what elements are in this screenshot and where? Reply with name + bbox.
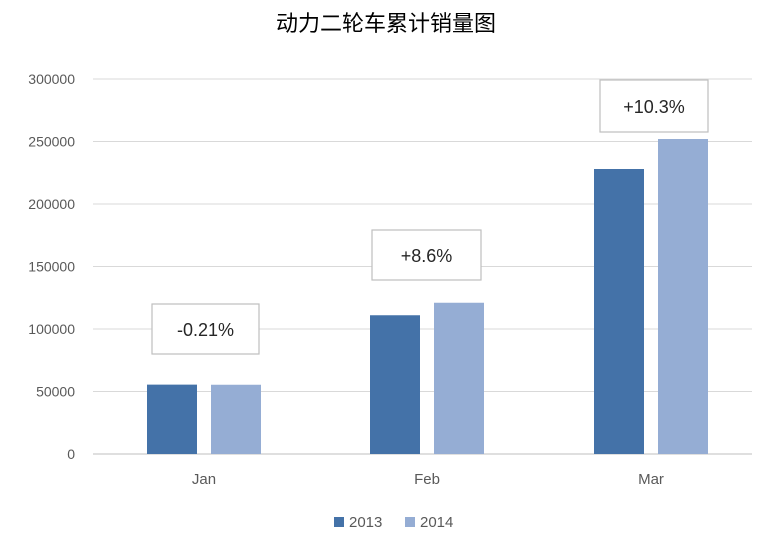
legend-swatch-2013 (334, 517, 344, 527)
x-category-label: Mar (638, 471, 664, 488)
x-category-label: Jan (192, 471, 216, 488)
y-tick-label: 300000 (28, 71, 75, 87)
legend: 2013 2014 (334, 514, 453, 531)
annotation-label: +10.3% (623, 97, 685, 117)
bar-2013-Mar (594, 169, 644, 454)
bar-2013-Feb (370, 315, 420, 454)
y-tick-label: 150000 (28, 259, 75, 275)
annotations: -0.21% +8.6% +10.3% (151, 79, 709, 355)
y-tick-label: 50000 (36, 384, 75, 400)
annotation-label: +8.6% (401, 246, 453, 266)
x-category-label: Feb (414, 471, 440, 488)
y-axis-ticks: 300000 250000 200000 150000 100000 50000 0 (28, 71, 75, 462)
annotation-label: -0.21% (177, 320, 234, 340)
annotation-box (371, 229, 482, 281)
bar-2014-Mar (658, 139, 708, 454)
legend-label-2013: 2013 (349, 514, 382, 531)
chart-title: 动力二轮车累计销量图 (276, 12, 496, 37)
bar-2014-Jan (211, 384, 261, 454)
y-tick-label: 100000 (28, 321, 75, 337)
y-tick-label: 250000 (28, 134, 75, 150)
y-tick-label: 0 (67, 446, 75, 462)
y-tick-label: 200000 (28, 196, 75, 212)
bar-2013-Jan (147, 384, 197, 454)
x-axis-categories: Jan Feb Mar (192, 471, 664, 488)
annotation-box (599, 79, 709, 133)
bar-2014-Feb (434, 302, 484, 454)
annotation-box (151, 303, 260, 355)
legend-swatch-2014 (405, 517, 415, 527)
legend-label-2014: 2014 (420, 514, 453, 531)
bars (147, 139, 708, 454)
